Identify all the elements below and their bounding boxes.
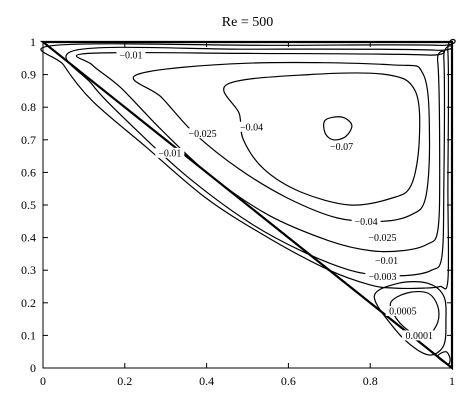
contour-label: −0.04 [355, 217, 378, 228]
contour-label: −0.01 [158, 148, 181, 159]
contour-label-background [155, 147, 185, 158]
contour-label-background [385, 305, 421, 316]
y-tick-label: 0.5 [21, 198, 36, 212]
domain-boundary [39, 40, 454, 371]
y-tick-label: 0.3 [21, 263, 36, 277]
contour-label: −0.07 [330, 142, 353, 153]
contour-label-background [351, 216, 381, 227]
triangle-cavity-wall [39, 40, 454, 371]
contour-label: 0.0005 [389, 306, 417, 317]
primary-vortex-contour [223, 72, 421, 206]
y-tick-label: 1 [30, 35, 36, 49]
x-tick-label: 0.6 [281, 374, 296, 388]
contour-lines [40, 38, 456, 365]
contour-label-background [237, 121, 267, 132]
contour-labels: −0.01 −0.01 −0.025 −0.04 −0.07 −0.04 −0.025 −0.… [116, 50, 437, 342]
primary-vortex-contour [75, 50, 445, 253]
contour-label: −0.04 [240, 122, 263, 133]
chart-title: Re = 500 [222, 15, 273, 30]
y-tick-label: 0.7 [21, 133, 36, 147]
x-tick-label: 0.2 [117, 374, 132, 388]
y-tick-label: 0.8 [21, 100, 36, 114]
primary-vortex-contour [40, 38, 456, 290]
x-axis: 0 0.2 0.4 0.6 0.8 1 [40, 42, 455, 388]
contour-label: −0.025 [368, 233, 396, 244]
x-tick-label: 0 [40, 374, 46, 388]
y-tick-label: 0.4 [21, 231, 36, 245]
primary-vortex-contour [132, 61, 431, 223]
contour-label-background [365, 232, 400, 243]
secondary-vortex-contour [389, 290, 440, 337]
contour-label-background [402, 330, 437, 341]
contour-label: −0.025 [188, 129, 216, 140]
y-tick-label: 0 [30, 361, 36, 375]
contour-label-background [185, 128, 220, 139]
y-tick-label: 0.9 [21, 68, 36, 82]
primary-vortex-contour [323, 116, 353, 141]
x-tick-label: 1 [449, 374, 455, 388]
y-axis: 0 0.1 0.2 0.3 0.4 0.5 0.6 0.7 0.8 0.9 1 [21, 35, 452, 375]
contour-label-background [327, 141, 357, 152]
contour-label: −0.003 [368, 272, 396, 283]
x-tick-label: 0.8 [363, 374, 378, 388]
contour-label-background [365, 271, 400, 282]
contour-label-background [372, 255, 402, 266]
y-tick-label: 0.2 [21, 296, 36, 310]
contour-label: 0.0001 [406, 331, 434, 342]
contour-label: −0.01 [375, 256, 398, 267]
y-tick-label: 0.1 [21, 328, 36, 342]
y-tick-label: 0.6 [21, 165, 36, 179]
x-tick-label: 0.4 [199, 374, 214, 388]
primary-vortex-contour [65, 45, 453, 277]
contour-label-background [116, 50, 146, 61]
contour-label: −0.01 [119, 51, 142, 62]
